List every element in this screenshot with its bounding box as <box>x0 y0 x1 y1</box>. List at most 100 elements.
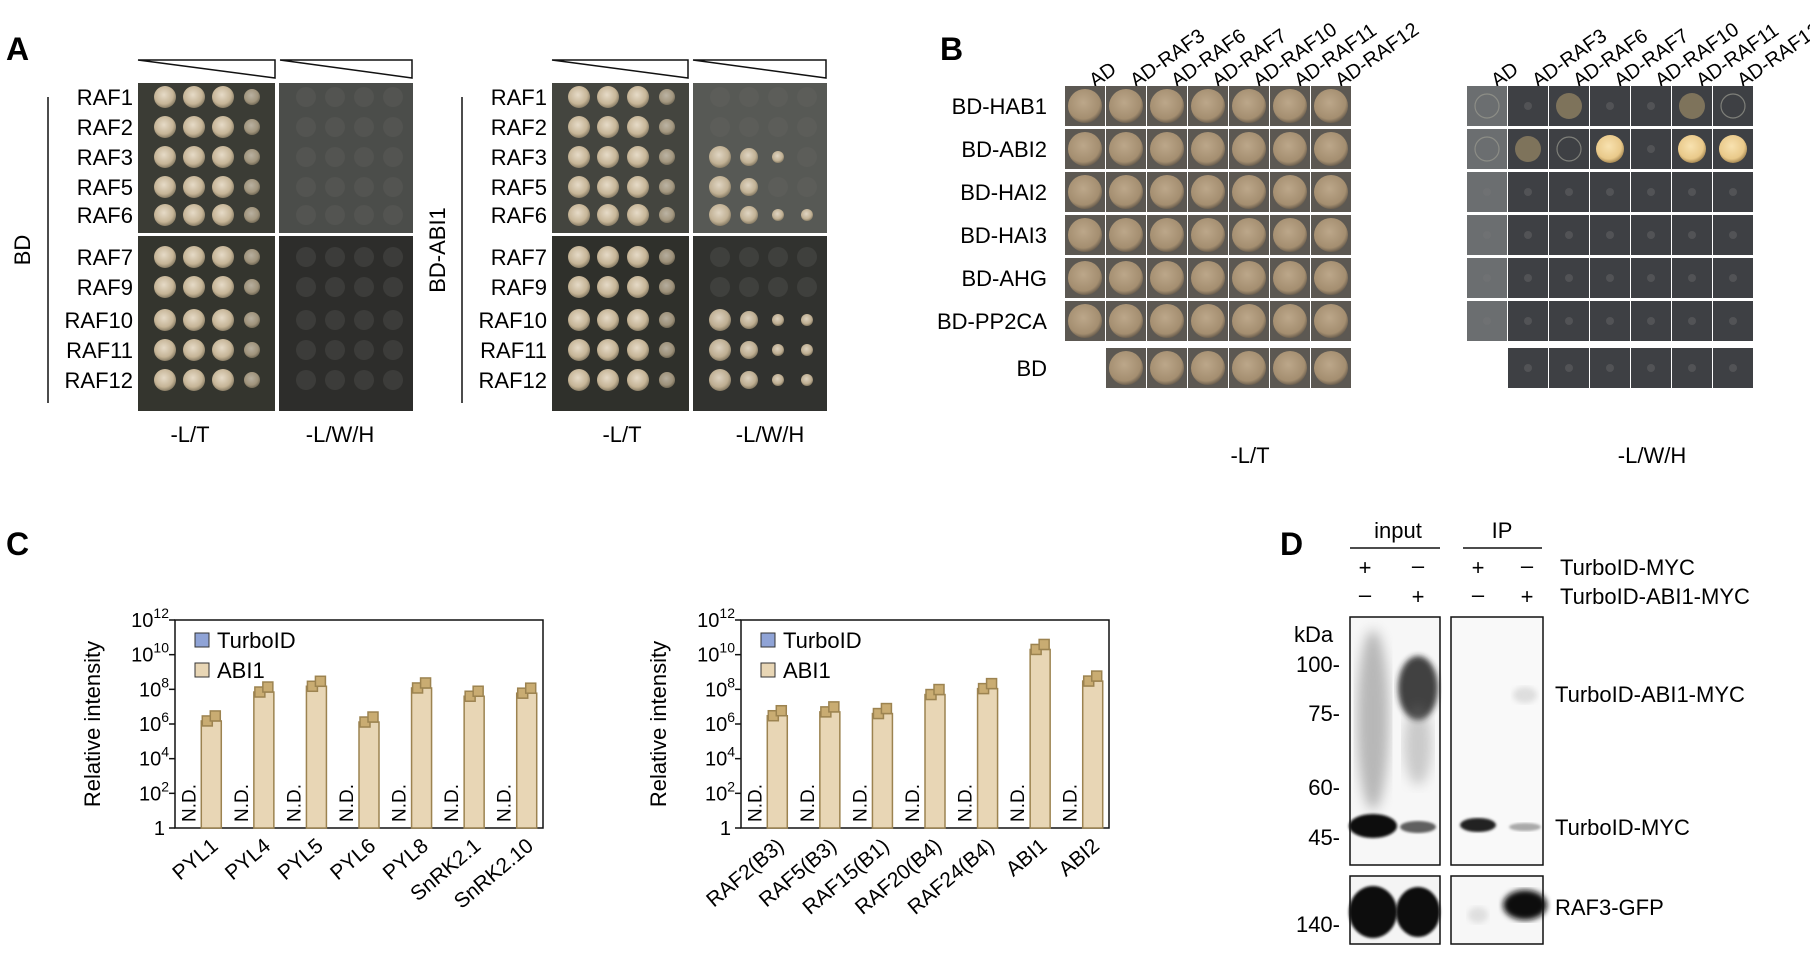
sign-minus: – <box>1412 553 1425 578</box>
yeast-colony <box>709 146 731 168</box>
yeast-colony <box>212 276 234 298</box>
plate-cell <box>1672 258 1712 298</box>
yeast-colony <box>659 119 675 135</box>
y-tick-label: 1010 <box>697 640 735 667</box>
yeast-colony <box>659 207 675 223</box>
yeast-spot-faint <box>768 87 788 107</box>
yeast-spot-faint <box>1483 231 1491 239</box>
yeast-colony <box>709 176 731 198</box>
yeast-colony <box>568 116 590 138</box>
plate-cell <box>1672 172 1712 212</box>
yeast-colony <box>568 246 590 268</box>
plate-cell <box>1508 348 1548 388</box>
yeast-colony <box>1191 132 1225 166</box>
yeast-colony <box>212 204 234 226</box>
row-label: RAF7 <box>77 245 133 270</box>
yeast-colony <box>212 246 234 268</box>
nd-label: N.D. <box>232 784 253 822</box>
yeast-colony-faint <box>1556 136 1582 162</box>
panel-d: input IP + – + – TurboID-MYC – + – + Tur… <box>1294 518 1750 945</box>
yeast-colony <box>659 372 675 388</box>
yeast-spot-faint <box>1606 317 1614 325</box>
bd-side-label: BD <box>10 235 35 266</box>
yeast-colony <box>568 276 590 298</box>
yeast-colony <box>659 179 675 195</box>
data-point <box>314 675 327 688</box>
band-label-turboid-abi1-myc: TurboID-ABI1-MYC <box>1555 682 1745 707</box>
yeast-colony-faint <box>1474 136 1500 162</box>
yeast-spot-faint <box>1524 317 1532 325</box>
yeast-spot-faint <box>1647 364 1655 372</box>
yeast-colony <box>597 246 619 268</box>
blot-bands <box>1349 630 1547 938</box>
plate-cell <box>1672 215 1712 255</box>
yeast-colony <box>212 176 234 198</box>
bar-abi1 <box>305 685 328 829</box>
band-raf3-gfp-ip <box>1503 890 1547 920</box>
data-point <box>1038 638 1050 651</box>
yeast-colony <box>212 369 234 391</box>
yeast-colony <box>244 179 260 195</box>
yeast-spot-faint <box>383 177 403 197</box>
yeast-colony <box>709 339 731 361</box>
data-point <box>209 710 222 722</box>
band-faint <box>1468 907 1488 923</box>
y-tick-label: 102 <box>139 778 169 805</box>
row-label: RAF10 <box>479 308 547 333</box>
band-label-turboid-myc: TurboID-MYC <box>1555 815 1690 840</box>
yeast-colony <box>1109 89 1143 123</box>
yeast-colony <box>244 372 260 388</box>
yeast-colony <box>1314 132 1348 166</box>
yeast-spot-faint <box>1729 231 1737 239</box>
chart-right: 1 102 104 106 108 1010 1012 Relative intensity T… <box>646 605 1110 919</box>
input-header: input <box>1374 518 1422 543</box>
y-axis-label: Relative intensity <box>80 641 105 807</box>
sign-plus: + <box>1412 584 1425 609</box>
yeast-spot-faint <box>739 277 759 297</box>
panel-label-d: D <box>1280 526 1303 562</box>
yeast-spot-faint <box>296 177 316 197</box>
plate-cell <box>1713 258 1753 298</box>
sign-minus: – <box>1472 582 1485 607</box>
sign-plus: + <box>1521 584 1534 609</box>
plate-cell <box>1549 258 1589 298</box>
band-turboid-myc <box>1400 821 1436 833</box>
yeast-spot-faint <box>768 277 788 297</box>
data-point <box>933 683 945 696</box>
yeast-colony <box>1556 93 1582 119</box>
nd-label: N.D. <box>850 784 871 822</box>
marker-60: 60- <box>1308 775 1340 800</box>
yeast-colony <box>212 86 234 108</box>
nd-label: N.D. <box>798 784 819 822</box>
data-point <box>262 681 274 693</box>
legend-label: TurboID <box>783 628 862 653</box>
yeast-colony <box>1068 218 1102 252</box>
yeast-spot-faint <box>797 117 817 137</box>
band-turboid-abi1-myc <box>1398 656 1438 720</box>
yeast-colony <box>597 204 619 226</box>
yeast-colony <box>212 116 234 138</box>
data-point <box>1090 670 1103 682</box>
yeast-colony <box>1150 304 1184 338</box>
smear <box>1404 705 1432 785</box>
yeast-spot-faint <box>1524 102 1532 110</box>
yeast-colony <box>183 176 205 198</box>
yeast-spot-faint <box>383 205 403 225</box>
plate-cell <box>1631 301 1671 341</box>
yeast-spot-faint <box>325 340 345 360</box>
yeast-colony <box>244 342 260 358</box>
row-label: RAF5 <box>491 175 547 200</box>
row-label-turboid-myc: TurboID-MYC <box>1560 555 1695 580</box>
yeast-colony <box>183 246 205 268</box>
yeast-colony <box>627 176 649 198</box>
yeast-colony <box>1232 132 1266 166</box>
yeast-colony <box>597 86 619 108</box>
yeast-spot-faint <box>1606 231 1614 239</box>
nd-label: N.D. <box>745 784 766 822</box>
yeast-colony <box>1109 218 1143 252</box>
yeast-colony <box>740 371 758 389</box>
y-tick-label: 104 <box>705 744 735 771</box>
y-tick-label: 108 <box>705 674 735 701</box>
yeast-colony <box>1109 175 1143 209</box>
